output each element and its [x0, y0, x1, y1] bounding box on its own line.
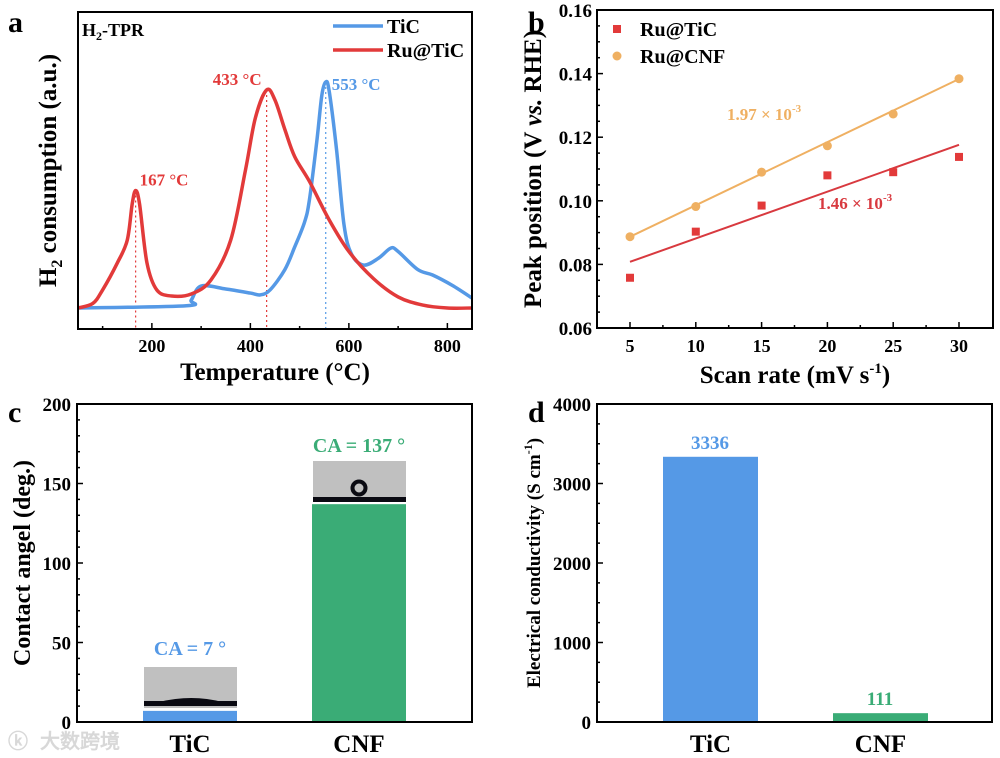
data-point: [691, 227, 700, 236]
x-tick-label: 800: [434, 336, 461, 356]
y-tick-label: 0.12: [559, 128, 592, 149]
y-axis-label: H2 consumption (a.u.): [35, 54, 66, 287]
y-tick-label: 0.14: [559, 65, 593, 86]
data-point: [888, 109, 898, 119]
data-point: [691, 202, 701, 212]
data-point: [625, 232, 635, 242]
x-tick-label: 200: [138, 336, 165, 356]
bar-tic: [143, 710, 237, 722]
y-tick-label: 0.08: [559, 255, 592, 276]
x-tick-label: 25: [884, 336, 902, 356]
y-axis-label: Peak position (V vs. RHE): [520, 30, 547, 308]
panel-a: 200 400 600 800 Temperature (°C) H2 consumpti…: [35, 11, 473, 386]
data-point: [822, 141, 832, 151]
data-point: [626, 273, 634, 282]
panel-label-c: c: [8, 396, 21, 429]
plot-frame: [77, 11, 473, 330]
panel-label-d: d: [528, 396, 545, 429]
data-point: [889, 168, 898, 177]
x-tick-label: 10: [687, 336, 705, 356]
peak-annotation: 167 °C: [140, 170, 189, 189]
x-tick-label: 400: [237, 336, 264, 356]
fit-line: [629, 78, 960, 238]
y-axis-label: Contact angel (deg.): [10, 460, 36, 666]
chart-title: H2-TPR: [82, 20, 145, 43]
bar-cnf: [833, 713, 928, 722]
data-point: [757, 167, 767, 177]
data-label: 3336: [691, 433, 729, 454]
y-tick-label: 1000: [553, 634, 591, 655]
series-line-ru-tic: [77, 87, 473, 310]
y-tick-label: 3000: [553, 475, 591, 496]
slope-label: 1.46 × 10-3: [818, 192, 893, 213]
legend-label: Ru@TiC: [387, 40, 464, 62]
substrate-line: [313, 497, 406, 502]
legend-label: TiC: [387, 16, 420, 38]
y-tick-label: 0: [62, 713, 72, 734]
series-line-tic: [77, 79, 473, 310]
legend-marker: [612, 51, 622, 61]
y-tick-label: 200: [43, 395, 72, 416]
panel-b: 0.06 0.08 0.10 0.12 0.14 0.16 5 10 15 20 25 30 Scan …: [520, 1, 994, 389]
droplet-sphere: [350, 479, 368, 497]
y-tick-label: 2000: [553, 554, 591, 575]
x-axis-label: Temperature (°C): [180, 359, 370, 386]
substrate-line: [144, 701, 237, 706]
data-label: CA = 7 °: [154, 638, 226, 660]
y-tick-label: 0.10: [559, 192, 592, 213]
peak-annotation: 433 °C: [213, 70, 262, 89]
panel-label-a: a: [8, 6, 23, 39]
y-tick-label: 50: [52, 634, 71, 655]
data-point: [823, 171, 832, 180]
watermark: 大数跨境: [40, 729, 120, 753]
x-axis-label: Scan rate (mV s-1): [700, 361, 890, 389]
slope-label: 1.97 × 10-3: [727, 103, 802, 124]
bar-tic: [663, 456, 758, 722]
y-tick-label: 4000: [553, 395, 591, 416]
y-tick-label: 0: [582, 713, 592, 734]
x-tick-label: TiC: [169, 731, 210, 758]
panel-d: TiC CNF 0 1000 2000 3000 4000 Electrical conduc…: [521, 395, 993, 758]
peak-annotation: 553 °C: [332, 75, 381, 94]
x-tick-label: 600: [335, 336, 362, 356]
x-tick-label: 15: [753, 336, 771, 356]
fit-line: [629, 143, 960, 263]
y-tick-label: 150: [43, 475, 72, 496]
panel-label-b: b: [528, 6, 545, 39]
data-label: CA = 137 °: [313, 435, 405, 457]
plot-frame: [596, 403, 993, 723]
droplet-flat: [159, 698, 222, 702]
y-tick-label: 0.16: [559, 1, 592, 22]
bar-cnf: [312, 504, 406, 722]
watermark-logo-icon: ⓚ: [8, 730, 28, 753]
x-tick-label: TiC: [690, 731, 731, 758]
data-label: 111: [867, 689, 893, 710]
data-point: [757, 201, 766, 210]
panel-c: TiC CNF 0 50 100 150 200 Contact angel (deg.) CA…: [8, 395, 473, 758]
x-tick-label: CNF: [333, 731, 384, 758]
y-tick-label: 100: [43, 554, 72, 575]
x-tick-label: 5: [626, 336, 635, 356]
x-tick-label: 30: [950, 336, 968, 356]
plot-frame: [76, 403, 473, 723]
data-point: [955, 152, 963, 161]
x-tick-label: CNF: [855, 731, 906, 758]
y-axis-label: Electrical conductivity (S cm-1): [521, 438, 545, 688]
legend-label: Ru@CNF: [640, 46, 725, 68]
legend-marker: [613, 25, 621, 33]
y-tick-label: 0.06: [559, 319, 592, 340]
data-point: [954, 74, 964, 84]
legend-label: Ru@TiC: [640, 19, 717, 41]
x-tick-label: 20: [818, 336, 836, 356]
